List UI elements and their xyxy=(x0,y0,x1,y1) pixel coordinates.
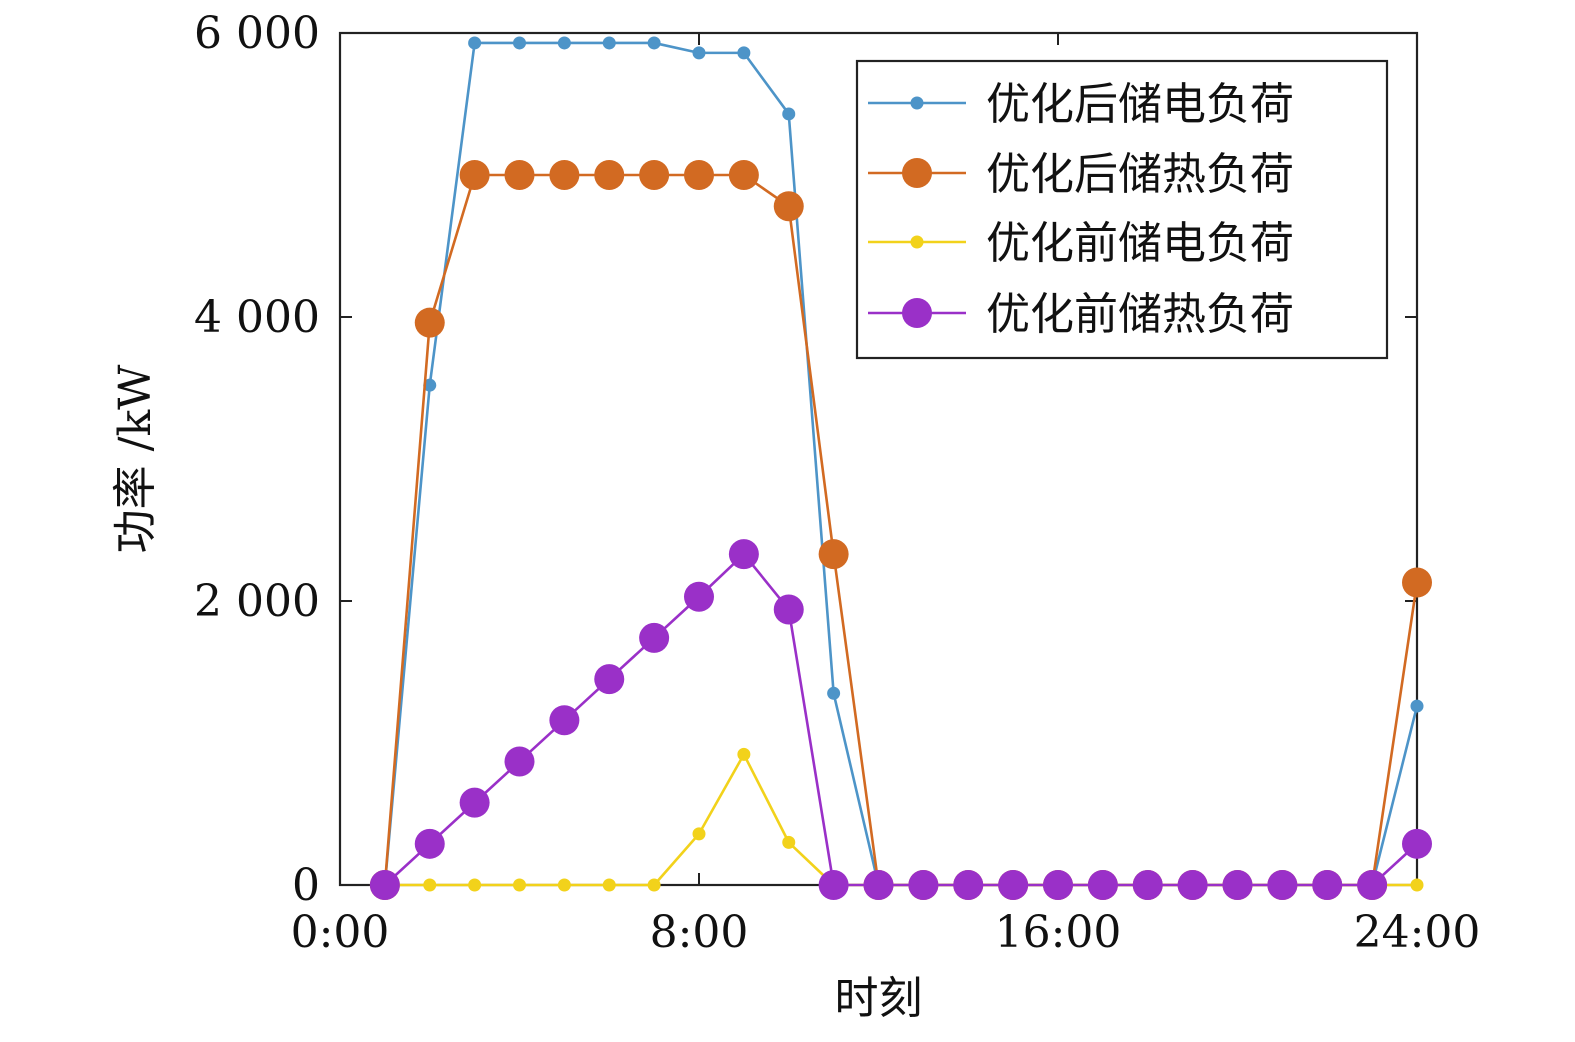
legend-entry: 优化后储热负荷 xyxy=(868,149,1294,200)
data-point xyxy=(468,878,482,892)
data-point xyxy=(728,539,759,570)
data-point xyxy=(863,870,894,900)
data-point xyxy=(504,746,535,777)
series-3 xyxy=(378,747,1424,892)
legend-entry: 优化后储电负荷 xyxy=(868,79,1294,130)
data-point xyxy=(602,878,616,892)
data-point xyxy=(998,870,1029,900)
data-point xyxy=(827,686,841,700)
series-line xyxy=(383,552,1418,887)
data-point xyxy=(684,160,714,190)
legend-entry: 优化前储电负荷 xyxy=(868,218,1294,269)
data-point xyxy=(1410,699,1424,713)
data-point xyxy=(557,878,571,892)
data-point xyxy=(1222,870,1253,900)
data-point xyxy=(647,36,661,50)
data-point xyxy=(459,160,490,190)
data-point xyxy=(737,46,751,60)
data-point xyxy=(782,835,796,849)
data-point xyxy=(639,160,670,190)
legend-swatch-marker xyxy=(910,96,924,110)
legend-label: 优化前储电负荷 xyxy=(986,218,1294,269)
data-point xyxy=(908,870,939,900)
data-point xyxy=(639,622,670,653)
data-point xyxy=(423,378,437,392)
data-point xyxy=(818,539,849,570)
series-line xyxy=(384,753,1417,887)
data-point xyxy=(594,664,625,695)
data-point xyxy=(953,870,984,900)
data-point xyxy=(414,828,445,859)
data-point xyxy=(1177,870,1208,900)
legend-label: 优化前储热负荷 xyxy=(986,289,1294,340)
y-axis-title: 功率 /kW xyxy=(110,364,161,553)
legend-label: 优化后储电负荷 xyxy=(986,79,1294,130)
y-tick-label: 4 000 xyxy=(194,292,320,343)
data-point xyxy=(414,307,445,338)
data-point xyxy=(513,878,526,892)
y-tick-label: 6 000 xyxy=(194,8,320,59)
data-point xyxy=(369,870,400,900)
data-point xyxy=(1357,870,1388,900)
legend-label: 优化后储热负荷 xyxy=(986,149,1294,200)
legend-swatch-marker xyxy=(902,158,932,188)
x-axis-title: 时刻 xyxy=(835,973,923,1024)
data-point xyxy=(1132,870,1163,900)
data-point xyxy=(692,827,706,841)
data-point xyxy=(602,36,616,50)
data-point xyxy=(818,870,849,900)
legend-swatch-marker xyxy=(902,298,932,328)
series-group xyxy=(369,36,1432,900)
y-tick-label: 0 xyxy=(292,860,320,911)
legend-box xyxy=(855,59,1389,360)
data-point xyxy=(647,878,661,892)
series-4 xyxy=(369,539,1432,900)
data-point xyxy=(1267,870,1298,900)
axes: 0:00 8:00 16:00 24:00 0 2 000 4 000 6 000 时刻 功率 /… xyxy=(110,8,1480,1024)
data-point xyxy=(737,747,751,761)
x-tick-label: 16:00 xyxy=(995,907,1122,958)
data-point xyxy=(1402,567,1432,598)
data-point xyxy=(504,160,535,190)
data-point xyxy=(513,36,526,50)
data-point xyxy=(594,160,625,190)
x-tick-label: 24:00 xyxy=(1354,907,1481,958)
y-tick-label: 2 000 xyxy=(194,576,320,627)
data-point xyxy=(549,160,580,190)
data-point xyxy=(557,36,571,50)
data-point xyxy=(692,46,706,60)
data-point xyxy=(1043,870,1073,900)
data-point xyxy=(773,594,804,625)
data-point xyxy=(549,705,580,736)
data-point xyxy=(423,878,437,892)
data-point xyxy=(459,787,490,818)
legend-swatch-marker xyxy=(910,235,924,249)
data-point xyxy=(1402,828,1432,859)
data-point xyxy=(773,191,804,222)
data-point xyxy=(1410,878,1424,892)
legend-entry: 优化前储热负荷 xyxy=(868,289,1294,340)
x-tick-label: 0:00 xyxy=(291,907,390,958)
data-point xyxy=(782,107,796,121)
x-tick-label: 8:00 xyxy=(650,907,749,958)
data-point xyxy=(728,160,759,190)
data-point xyxy=(1312,870,1343,900)
data-point xyxy=(684,581,714,612)
data-point xyxy=(468,36,482,50)
data-point xyxy=(1087,870,1118,900)
